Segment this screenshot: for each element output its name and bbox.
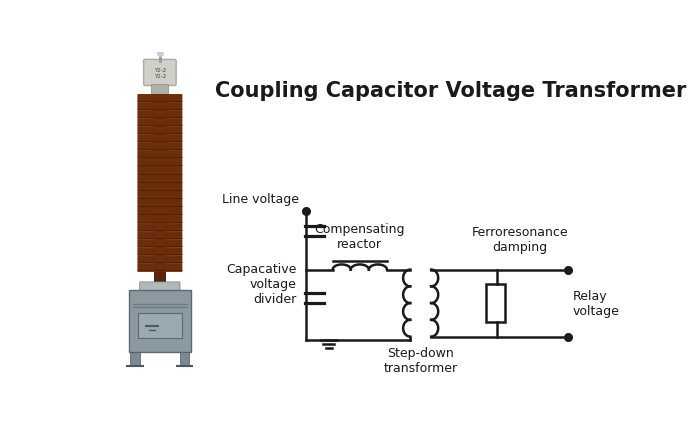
FancyBboxPatch shape [137,159,182,168]
Bar [154,99,166,283]
FancyBboxPatch shape [137,208,182,216]
Text: Capacative
voltage
divider: Capacative voltage divider [226,262,296,305]
Bar [138,314,181,338]
Bar [151,85,168,99]
Text: Step-down
transformer: Step-down transformer [384,346,457,374]
Text: Line voltage: Line voltage [222,192,299,205]
FancyBboxPatch shape [137,175,182,184]
FancyBboxPatch shape [137,264,182,272]
FancyBboxPatch shape [137,127,182,135]
FancyBboxPatch shape [137,151,182,159]
FancyBboxPatch shape [137,248,182,256]
FancyBboxPatch shape [137,223,182,232]
FancyBboxPatch shape [144,60,176,86]
FancyBboxPatch shape [137,184,182,192]
Bar [129,291,191,352]
FancyBboxPatch shape [137,143,182,152]
Text: Coupling Capacitor Voltage Transformer: Coupling Capacitor Voltage Transformer [215,81,686,101]
Bar [130,352,140,366]
FancyBboxPatch shape [137,95,182,103]
FancyBboxPatch shape [137,240,182,248]
FancyBboxPatch shape [137,256,182,264]
Bar [486,284,505,323]
FancyBboxPatch shape [137,103,182,111]
FancyBboxPatch shape [137,215,182,224]
FancyBboxPatch shape [137,199,182,208]
FancyBboxPatch shape [137,191,182,200]
FancyBboxPatch shape [137,111,182,120]
Text: Y2-2
Y2-2: Y2-2 Y2-2 [154,68,166,79]
FancyBboxPatch shape [137,167,182,176]
Text: Ferroresonance
damping: Ferroresonance damping [472,225,569,253]
FancyBboxPatch shape [137,232,182,240]
FancyBboxPatch shape [139,282,180,296]
Text: Compensating
reactor: Compensating reactor [315,222,405,250]
FancyBboxPatch shape [137,135,182,144]
Text: Relay
voltage: Relay voltage [573,290,620,318]
Bar [180,352,189,366]
FancyBboxPatch shape [137,119,182,127]
